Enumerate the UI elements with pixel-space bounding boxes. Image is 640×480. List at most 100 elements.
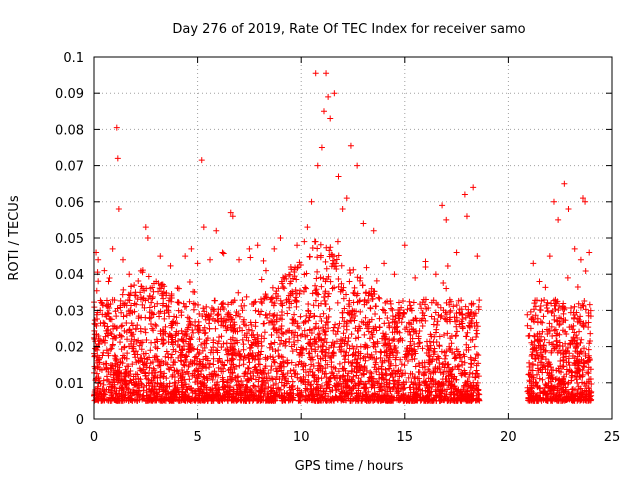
scatter-point xyxy=(528,316,535,323)
scatter-point xyxy=(577,397,584,404)
scatter-point xyxy=(233,337,240,344)
scatter-point xyxy=(297,313,304,320)
scatter-point xyxy=(328,369,335,376)
scatter-point xyxy=(311,312,318,319)
scatter-point xyxy=(171,374,178,381)
scatter-point xyxy=(398,361,405,368)
scatter-point xyxy=(547,384,554,391)
scatter-point xyxy=(349,367,356,374)
scatter-point xyxy=(143,375,150,382)
scatter-point xyxy=(451,355,458,362)
scatter-point xyxy=(229,376,236,383)
scatter-point xyxy=(327,396,334,403)
scatter-point xyxy=(294,323,301,330)
scatter-point xyxy=(389,313,396,320)
scatter-point xyxy=(258,348,265,355)
scatter-point xyxy=(582,350,589,357)
scatter-point xyxy=(526,363,533,370)
scatter-point xyxy=(310,302,317,309)
scatter-point xyxy=(352,325,359,332)
roti-point xyxy=(343,195,350,202)
scatter-point xyxy=(185,370,192,377)
scatter-point xyxy=(405,374,412,381)
scatter-point xyxy=(352,312,359,319)
scatter-point xyxy=(224,313,231,320)
scatter-point xyxy=(157,362,164,369)
scatter-point xyxy=(573,365,580,372)
scatter-point xyxy=(145,394,152,401)
scatter-point xyxy=(213,387,220,394)
scatter-point xyxy=(550,297,557,304)
scatter-point xyxy=(123,355,130,362)
scatter-point xyxy=(312,289,319,296)
scatter-point xyxy=(124,350,131,357)
scatter-point xyxy=(471,312,478,319)
roti-point xyxy=(132,289,139,296)
scatter-point xyxy=(366,335,373,342)
scatter-point xyxy=(98,367,105,374)
scatter-point xyxy=(422,387,429,394)
scatter-point xyxy=(214,340,221,347)
scatter-point xyxy=(454,363,461,370)
scatter-point xyxy=(198,380,205,387)
scatter-point xyxy=(152,321,159,328)
scatter-point xyxy=(181,303,188,310)
scatter-point xyxy=(380,330,387,337)
scatter-point xyxy=(534,352,541,359)
scatter-point xyxy=(305,307,312,314)
y-tick-label: 0.01 xyxy=(55,377,84,392)
scatter-point xyxy=(416,340,423,347)
scatter-point xyxy=(314,352,321,359)
scatter-point xyxy=(161,315,168,322)
scatter-point xyxy=(325,290,332,297)
scatter-point xyxy=(336,320,343,327)
scatter-point xyxy=(149,284,156,291)
scatter-point xyxy=(136,342,143,349)
scatter-point xyxy=(312,346,319,353)
scatter-point xyxy=(218,322,225,329)
y-tick-label: 0.06 xyxy=(55,196,84,211)
scatter-point xyxy=(540,342,547,349)
roti-point xyxy=(401,242,408,249)
scatter-point xyxy=(333,266,340,273)
scatter-point xyxy=(558,384,565,391)
scatter-point xyxy=(258,308,265,315)
scatter-point xyxy=(556,322,563,329)
scatter-point xyxy=(373,327,380,334)
scatter-point xyxy=(556,339,563,346)
scatter-point xyxy=(434,392,441,399)
scatter-point xyxy=(392,313,399,320)
scatter-point xyxy=(218,397,225,404)
scatter-point xyxy=(374,397,381,404)
scatter-point xyxy=(95,375,102,382)
scatter-point xyxy=(551,302,558,309)
scatter-point xyxy=(440,307,447,314)
scatter-point xyxy=(436,343,443,350)
scatter-point xyxy=(289,395,296,402)
scatter-point xyxy=(350,373,357,380)
scatter-point xyxy=(433,326,440,333)
scatter-point xyxy=(123,320,130,327)
x-tick-label: 10 xyxy=(293,430,310,445)
scatter-point xyxy=(130,348,137,355)
scatter-point xyxy=(218,333,225,340)
scatter-point xyxy=(193,367,200,374)
scatter-point xyxy=(398,393,405,400)
scatter-point xyxy=(305,340,312,347)
scatter-point xyxy=(140,366,147,373)
scatter-point xyxy=(446,296,453,303)
scatter-point xyxy=(350,385,357,392)
scatter-point xyxy=(205,312,212,319)
scatter-point xyxy=(260,257,267,264)
scatter-point xyxy=(150,288,157,295)
scatter-point xyxy=(430,351,437,358)
scatter-point xyxy=(538,397,545,404)
scatter-point xyxy=(98,338,105,345)
scatter-point xyxy=(182,328,189,335)
scatter-point xyxy=(243,293,250,300)
scatter-point xyxy=(417,390,424,397)
scatter-point xyxy=(322,258,329,265)
scatter-point xyxy=(422,258,429,265)
scatter-point xyxy=(195,318,202,325)
scatter-point xyxy=(342,356,349,363)
